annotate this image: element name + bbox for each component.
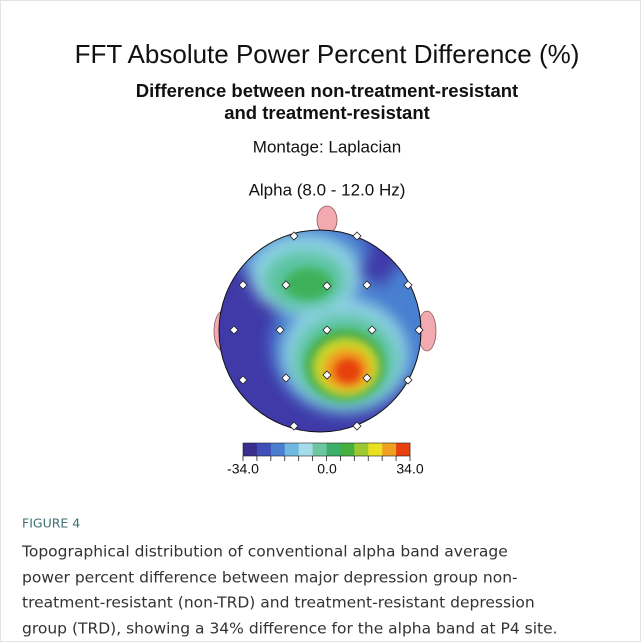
electrode xyxy=(289,231,299,241)
colorbar-swatch xyxy=(382,443,397,456)
figure-subtitle: Difference between non-treatment-resista… xyxy=(136,80,518,101)
electrode xyxy=(322,281,332,291)
electrode xyxy=(322,325,332,335)
electrode xyxy=(281,373,291,383)
montage-label: Montage: Laplacian xyxy=(253,137,401,156)
electrode xyxy=(275,325,285,335)
colorbar-swatch xyxy=(326,443,341,456)
caption-line: group (TRD), showing a 34% difference fo… xyxy=(22,620,558,638)
figure-subtitle: and treatment-resistant xyxy=(224,102,430,123)
colorbar-swatch xyxy=(354,443,369,456)
head xyxy=(213,205,437,433)
colorbar-swatch xyxy=(368,443,383,456)
electrode xyxy=(238,375,248,385)
electrode xyxy=(281,280,291,290)
electrode xyxy=(322,370,332,380)
caption-line: treatment-resistant (non-TRD) and treatm… xyxy=(22,594,535,612)
electrode xyxy=(362,373,372,383)
caption-line: power percent difference between major d… xyxy=(22,569,518,587)
colorbar-swatch xyxy=(340,443,355,456)
colorbar-swatch xyxy=(312,443,327,456)
colorbar-label: 34.0 xyxy=(396,461,423,477)
band-label: Alpha (8.0 - 12.0 Hz) xyxy=(249,180,406,199)
caption-label: FIGURE 4 xyxy=(22,516,80,531)
caption-line: Topographical distribution of convention… xyxy=(21,543,508,561)
figure-title: FFT Absolute Power Percent Difference (%… xyxy=(75,39,580,69)
colorbar-label: -34.0 xyxy=(227,461,259,477)
colorbar-swatch xyxy=(284,443,299,456)
electrode xyxy=(352,231,362,241)
colorbar-swatch xyxy=(270,443,286,456)
electrode xyxy=(403,375,413,385)
electrode xyxy=(367,325,377,335)
electrode xyxy=(289,421,299,431)
electrode xyxy=(229,325,239,335)
electrode xyxy=(352,421,362,431)
colorbar xyxy=(242,442,411,461)
electrode xyxy=(362,280,372,290)
colorbar-swatch xyxy=(396,443,411,456)
colorbar-swatch xyxy=(298,443,313,456)
colorbar-swatch xyxy=(256,443,272,456)
electrode xyxy=(403,280,413,290)
colorbar-swatch xyxy=(243,443,258,456)
electrode xyxy=(238,280,248,290)
colorbar-label: 0.0 xyxy=(317,461,337,477)
electrode xyxy=(414,325,424,335)
